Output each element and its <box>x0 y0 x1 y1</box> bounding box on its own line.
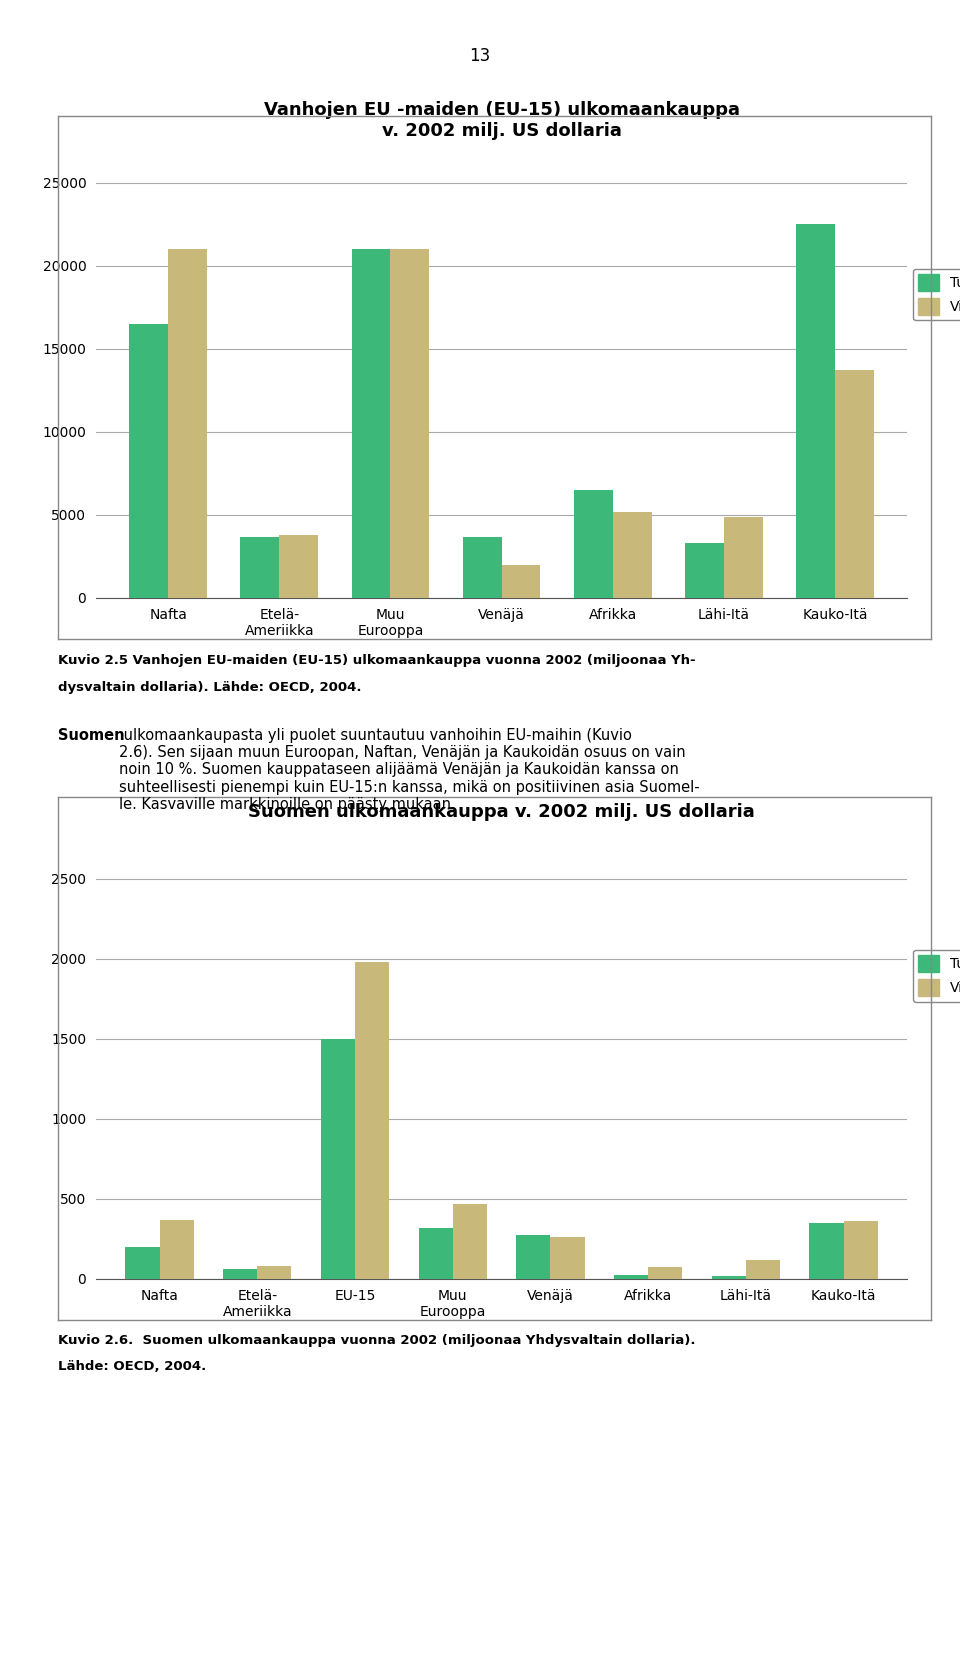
Bar <box>126 1247 159 1279</box>
Bar <box>453 1204 487 1279</box>
Bar <box>391 249 429 598</box>
Bar <box>574 490 612 598</box>
Text: Lähde: OECD, 2004.: Lähde: OECD, 2004. <box>58 1360 205 1374</box>
Bar <box>684 543 724 598</box>
Bar <box>355 962 389 1279</box>
Text: 13: 13 <box>469 47 491 65</box>
Title: Vanhojen EU -maiden (EU-15) ulkomaankauppa
v. 2002 milj. US dollaria: Vanhojen EU -maiden (EU-15) ulkomaankaup… <box>264 101 739 140</box>
Text: Suomen: Suomen <box>58 728 124 742</box>
Bar <box>612 512 652 598</box>
Bar <box>159 1219 194 1279</box>
Bar <box>419 1227 453 1279</box>
Bar <box>257 1266 292 1279</box>
Bar <box>501 565 540 598</box>
Bar <box>550 1237 585 1279</box>
Legend: Tuonti, Vienti: Tuonti, Vienti <box>913 950 960 1002</box>
Bar <box>463 537 501 598</box>
Bar <box>168 249 207 598</box>
Bar <box>835 370 874 598</box>
Bar <box>130 324 168 598</box>
Text: ulkomaankaupasta yli puolet suuntautuu vanhoihin EU-maihin (Kuvio
2.6). Sen sija: ulkomaankaupasta yli puolet suuntautuu v… <box>119 728 700 812</box>
Bar <box>351 249 391 598</box>
Text: Kuvio 2.5 Vanhojen EU-maiden (EU-15) ulkomaankauppa vuonna 2002 (miljoonaa Yh-: Kuvio 2.5 Vanhojen EU-maiden (EU-15) ulk… <box>58 654 695 668</box>
Title: Suomen ulkomaankauppa v. 2002 milj. US dollaria: Suomen ulkomaankauppa v. 2002 milj. US d… <box>249 802 755 821</box>
Bar <box>809 1222 844 1279</box>
Text: Kuvio 2.6.  Suomen ulkomaankauppa vuonna 2002 (miljoonaa Yhdysvaltain dollaria).: Kuvio 2.6. Suomen ulkomaankauppa vuonna … <box>58 1334 695 1347</box>
Bar <box>240 537 279 598</box>
Bar <box>724 517 763 598</box>
Bar <box>321 1038 355 1279</box>
Bar <box>844 1221 877 1279</box>
Bar <box>614 1276 648 1279</box>
Bar <box>711 1276 746 1279</box>
Bar <box>796 224 835 598</box>
Text: dysvaltain dollaria). Lähde: OECD, 2004.: dysvaltain dollaria). Lähde: OECD, 2004. <box>58 681 361 694</box>
Bar <box>223 1269 257 1279</box>
Bar <box>279 535 319 598</box>
Legend: Tuonti, Vienti: Tuonti, Vienti <box>913 269 960 321</box>
Bar <box>648 1267 683 1279</box>
Bar <box>516 1234 550 1279</box>
Bar <box>746 1259 780 1279</box>
